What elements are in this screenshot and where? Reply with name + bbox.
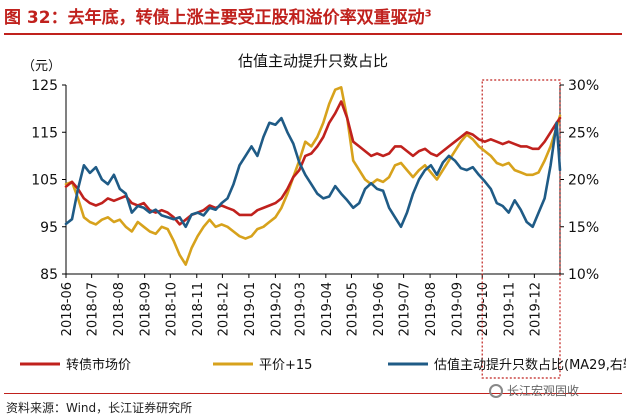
y-left-tick-label: 95 xyxy=(40,220,58,236)
y-left-unit-label: （元） xyxy=(22,59,61,74)
x-tick-label: 2018-10 xyxy=(164,282,179,336)
x-tick-label: 2019-05 xyxy=(345,282,360,336)
x-tick-label: 2019-02 xyxy=(269,282,284,336)
x-tick-label: 2018-07 xyxy=(86,282,101,336)
legend-label-0: 转债市场价 xyxy=(66,357,131,373)
y-left-tick-label: 85 xyxy=(40,267,58,283)
series-line-2 xyxy=(64,116,562,229)
x-tick-label: 2019-09 xyxy=(451,282,466,336)
x-tick-label: 2018-11 xyxy=(191,282,206,336)
watermark-logo-icon xyxy=(489,383,503,398)
x-tick-label: 2019-01 xyxy=(243,282,258,336)
y-left-tick-label: 105 xyxy=(31,173,58,189)
chart-title: 估值主动提升只数占比 xyxy=(238,52,388,70)
x-tick-label: 2019-07 xyxy=(398,282,413,336)
y-left-tick-label: 125 xyxy=(31,78,58,94)
x-tick-label: 2018-08 xyxy=(112,282,127,336)
y-left-tick-label: 115 xyxy=(31,125,58,141)
series-line-0 xyxy=(64,100,562,226)
y-right-tick-label: 20% xyxy=(568,173,599,189)
x-tick-label: 2019-04 xyxy=(320,282,335,336)
highlight-box xyxy=(481,79,561,379)
title-rule xyxy=(4,33,622,35)
x-tick-label: 2019-10 xyxy=(476,282,491,336)
source-note: 资料来源：Wind，长江证券研究所 xyxy=(6,401,193,415)
y-right-tick-label: 10% xyxy=(568,267,599,283)
watermark: 长江宏观固收 xyxy=(489,382,579,399)
y-right-tick-label: 25% xyxy=(568,125,599,141)
watermark-text: 长江宏观固收 xyxy=(507,384,580,398)
figure-title-text: 图 32：去年底，转债上涨主要受正股和溢价率双重驱动 xyxy=(4,8,425,28)
figure-title: 图 32：去年底，转债上涨主要受正股和溢价率双重驱动3 xyxy=(4,3,432,28)
series-line-1 xyxy=(64,86,562,266)
y-right-tick-label: 15% xyxy=(568,220,599,236)
legend-label-2: 估值主动提升只数占比(MA29,右轴) xyxy=(434,357,626,373)
y-right-tick-label: 30% xyxy=(568,78,599,94)
x-tick-label: 2019-06 xyxy=(372,282,387,336)
chart-svg: 估值主动提升只数占比 （元） 125 115 105 95 85 30% 25% 20% 15% 10… xyxy=(20,52,626,379)
x-tick-label: 2018-12 xyxy=(216,282,231,336)
legend-label-1: 平价+15 xyxy=(259,358,312,373)
x-tick-label: 2019-08 xyxy=(424,282,439,336)
figure-title-footnote: 3 xyxy=(424,8,432,20)
x-tick-label: 2018-09 xyxy=(139,282,154,336)
x-tick-label: 2018-06 xyxy=(60,282,75,336)
x-tick-label: 2019-11 xyxy=(503,282,518,336)
source-rule xyxy=(4,393,622,394)
x-tick-label: 2019-03 xyxy=(293,282,308,336)
x-tick-label: 2019-12 xyxy=(528,282,543,336)
